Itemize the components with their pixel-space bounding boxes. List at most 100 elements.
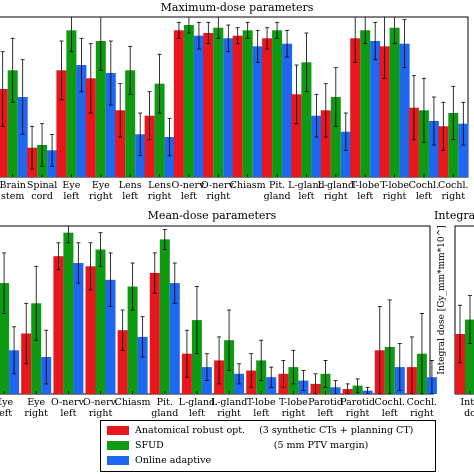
legend-item-sfud: SFUD (5 mm PTV margin) [107,439,368,453]
bar-green [191,320,202,394]
bar-green [183,25,194,177]
bar-green [330,97,341,177]
x-tick-label: T-lobe [247,397,276,408]
bar-blue [76,65,87,177]
x-tick-label: L-gland [179,397,216,408]
bar-red [85,266,96,394]
x-tick-label: Eye [27,397,45,408]
bar-green [159,239,170,394]
legend-item-anatomical: Anatomical robust opt. (3 synthetic CTs +… [107,424,413,438]
bar-red [379,46,390,177]
bar-green [418,110,429,177]
bar-red [350,38,361,177]
bar-green [125,70,136,177]
x-tick-label: Pit. [269,180,285,191]
x-tick-label: L-gland [318,180,355,191]
max-dose-title: Maximum-dose parameters [161,1,314,14]
bar-red [455,334,465,394]
bar-blue [17,97,28,177]
mean-dose-tick-labels: EyeleftEyerightO-nerv.leftO-nerv.rightCh… [0,397,437,419]
legend-note: (3 synthetic CTs + planning CT) [259,425,414,436]
bar-green [389,27,400,178]
mean-dose-plot-frame [0,225,431,395]
x-tick-label: O-nerv. [201,180,236,191]
x-tick-label: Cochl. [409,180,440,191]
x-tick-label: Eye [92,180,110,191]
x-tick-label: right [346,408,370,419]
legend-item-online-adaptive: Online adaptive [107,454,211,468]
legend-label: Anatomical robust opt. [135,425,246,436]
bar-blue [252,46,263,177]
x-tick-label: Cochl. [375,397,406,408]
legend: Anatomical robust opt. (3 synthetic CTs +… [100,420,436,472]
integral-dose-ylabel: Integral dose [Gy_mm*mm*10^] [437,225,447,374]
x-tick-label: right [217,408,241,419]
bar-green [0,283,10,394]
x-tick-label: O-nerv. [83,397,118,408]
bar-blue [458,123,469,177]
x-tick-label: right [282,408,306,419]
x-tick-label: Lens [119,180,142,191]
bar-blue [73,263,84,394]
x-tick-label: right [148,191,172,202]
integral-dose-tick-labels: Intedo [460,397,474,419]
bar-blue [223,38,234,177]
bar-green [7,70,18,177]
x-tick-label: Cochl. [407,397,438,408]
x-tick-label: Parotid [308,397,343,408]
x-tick-label: Chiasm [115,397,151,408]
bar-green [242,30,253,177]
legend-swatch-green [107,441,129,450]
bar-green [31,303,42,394]
x-tick-label: Spinal [27,180,57,191]
integral-dose-title: Integra [434,209,474,222]
x-tick-label: left [60,408,76,419]
bar-green [95,41,106,177]
x-tick-label: left [181,191,197,202]
x-tick-label: left [357,191,373,202]
legend-note: (5 mm PTV margin) [273,440,369,451]
bar-blue [370,41,381,177]
bar-green [465,319,474,394]
bar-blue [105,73,116,177]
bar-red [115,110,126,177]
bar-blue [311,115,322,177]
bar-green [66,30,77,177]
x-tick-label: right [89,408,113,419]
bar-red [232,35,243,178]
bar-green [213,27,224,178]
x-tick-label: Eye [0,397,13,408]
x-tick-label: Brain [0,180,26,191]
x-tick-label: right [324,191,348,202]
x-tick-label: left [189,408,205,419]
bar-red [320,110,331,177]
bar-green [272,30,283,177]
x-tick-label: Parotid [340,397,375,408]
x-tick-label: left [122,191,138,202]
x-tick-label: L-gland [211,397,248,408]
x-tick-label: stem [1,191,24,202]
bar-red [117,330,128,394]
x-tick-label: O-nerv. [51,397,86,408]
x-tick-label: right [89,191,113,202]
bar-blue [428,121,439,177]
mean-dose-title: Mean-dose parameters [148,209,277,222]
bar-green [63,232,74,394]
x-tick-label: left [63,191,79,202]
bar-green [301,62,312,177]
x-tick-label: cord [31,191,53,202]
x-tick-label: right [383,191,407,202]
x-tick-label: Cochl. [438,180,469,191]
integral-dose-marks [455,295,474,394]
bar-green [95,249,106,394]
x-tick-label: O-nerv. [171,180,206,191]
bar-blue [164,137,175,177]
bar-red [56,70,67,177]
bar-red [149,273,160,394]
x-tick-label: left [382,408,398,419]
x-tick-label: right [441,191,465,202]
bar-red [438,126,449,177]
bar-green [127,286,138,394]
x-tick-label: do [464,408,474,419]
